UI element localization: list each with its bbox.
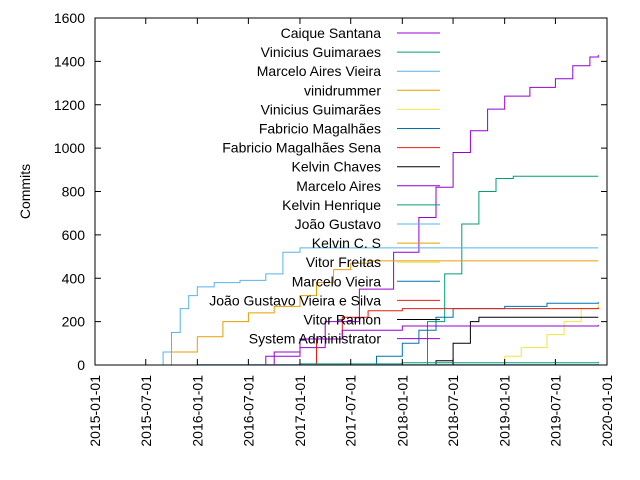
- y-tick-label: 1400: [54, 53, 85, 69]
- y-tick-label: 1000: [54, 140, 85, 156]
- x-tick-label: 2016-07-01: [240, 375, 256, 447]
- x-tick-label: 2016-01-01: [189, 375, 205, 447]
- legend-label-kelvin-chaves: Kelvin Chaves: [292, 159, 382, 175]
- legend-label-marcelo-aires-vieira: Marcelo Aires Vieira: [257, 63, 381, 79]
- y-tick-label: 800: [62, 184, 86, 200]
- legend-label-system-administrator: System Administrator: [249, 331, 382, 347]
- series-line-vinicius-guimaraes: [368, 175, 599, 366]
- y-tick-label: 1600: [54, 10, 85, 26]
- y-tick-label: 200: [62, 314, 86, 330]
- x-tick-label: 2017-01-01: [292, 375, 308, 447]
- y-tick-label: 400: [62, 270, 86, 286]
- series-line-vinidrummer: [154, 260, 599, 366]
- legend-label-marcelo-aires: Marcelo Aires: [296, 178, 381, 194]
- legend-label-fabricio-magalhaes: Fabricio Magalhães: [259, 121, 381, 137]
- legend-label-vinicius-guimaraes: Vinicius Guimarães: [261, 101, 381, 117]
- series-line-fabricio-magalhaes: [342, 302, 599, 366]
- legend-label-caique-santana: Caique Santana: [281, 25, 382, 41]
- legend-label-kelvin-c-s: Kelvin C. S: [312, 235, 381, 251]
- legend: Caique Santana Vinicius Guimaraes Marcelo …: [209, 25, 440, 347]
- legend-label-vinicius-guimaraes: Vinicius Guimaraes: [261, 44, 381, 60]
- legend-label-joao-gustavo-vieira-e-silva: João Gustavo Vieira e Silva: [209, 292, 381, 308]
- x-tick-label: 2018-01-01: [394, 375, 410, 447]
- legend-label-vitor-ramon: Vitor Ramon: [303, 312, 381, 328]
- series-line-fabricio-magalhaes-sena: [291, 307, 599, 366]
- legend-label-vinidrummer: vinidrummer: [304, 82, 381, 98]
- x-axis: 2015-01-01 2015-07-01 2016-01-01 2016-07-01…: [87, 18, 615, 447]
- series-line-marcelo-aires-vieira: [128, 247, 599, 366]
- y-tick-label: 1200: [54, 97, 85, 113]
- series-line-marcelo-aires: [240, 324, 599, 366]
- y-axis-title: Commits: [17, 164, 33, 219]
- x-tick-label: 2020-01-01: [599, 375, 615, 447]
- y-tick-label: 0: [77, 357, 85, 373]
- y-axis: 0 200 400 600 800 1000 1200 1400 1600: [54, 10, 607, 373]
- legend-label-fabricio-magalhaes-sena: Fabricio Magalhães Sena: [222, 140, 381, 156]
- x-tick-label: 2017-07-01: [343, 375, 359, 447]
- x-tick-label: 2018-07-01: [445, 375, 461, 447]
- legend-label-kelvin-henrique: Kelvin Henrique: [282, 197, 381, 213]
- x-tick-label: 2015-01-01: [87, 375, 103, 447]
- legend-label-joao-gustavo: João Gustavo: [295, 216, 382, 232]
- legend-label-vitor-freitas: Vitor Freitas: [306, 254, 381, 270]
- x-tick-label: 2019-01-01: [497, 375, 513, 447]
- legend-label-marcelo-vieira: Marcelo Vieira: [292, 273, 381, 289]
- x-tick-label: 2015-07-01: [138, 375, 154, 447]
- y-tick-label: 600: [62, 227, 86, 243]
- x-tick-label: 2019-07-01: [547, 375, 563, 447]
